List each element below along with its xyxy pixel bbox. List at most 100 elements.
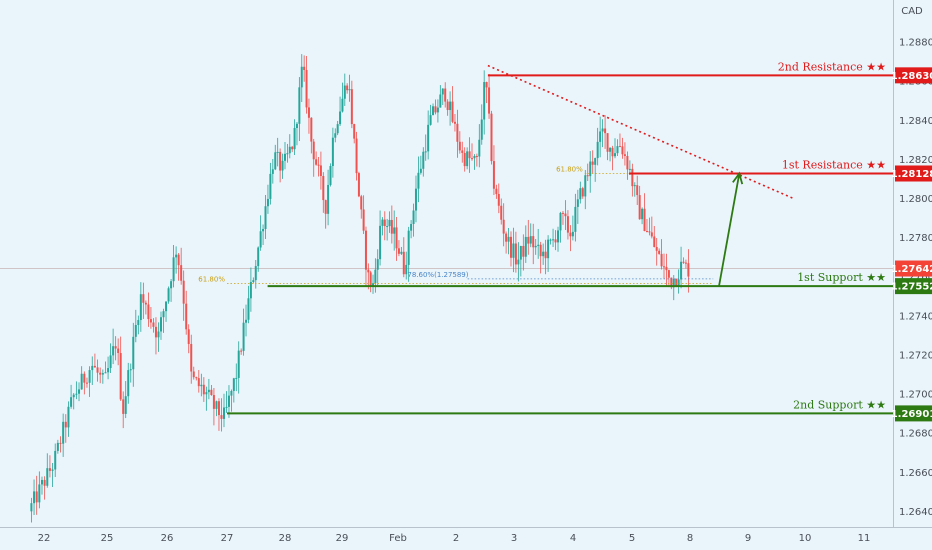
candle-body xyxy=(284,153,286,161)
candle-body xyxy=(276,151,279,153)
candle-body xyxy=(648,231,651,233)
candle-body xyxy=(64,421,67,428)
candle-body xyxy=(124,396,127,414)
candle-body xyxy=(495,188,498,194)
candle-body xyxy=(372,283,375,286)
candle-body xyxy=(112,346,115,356)
candle-body xyxy=(200,384,203,387)
time-tick-label: 11 xyxy=(858,533,871,544)
candle-body xyxy=(571,231,574,237)
candle-body xyxy=(549,239,552,241)
candle-body xyxy=(56,442,59,451)
candle-body xyxy=(310,117,313,142)
candle-body xyxy=(355,138,358,174)
candle-body xyxy=(245,319,248,323)
candle-body xyxy=(343,85,346,99)
fib-label: 61.80% xyxy=(556,165,583,173)
candle-body xyxy=(369,272,372,286)
candle-body xyxy=(119,353,122,400)
candle-body xyxy=(160,317,162,332)
candle-body xyxy=(675,278,678,287)
price-tick-label: 1.28000 xyxy=(899,194,932,205)
level-value-badge xyxy=(895,278,932,295)
arrow-head xyxy=(732,171,744,185)
candle-body xyxy=(38,484,41,503)
candle-body xyxy=(51,469,54,471)
candle-body xyxy=(80,373,83,390)
candle-body xyxy=(547,239,550,259)
time-tick-label: 8 xyxy=(687,533,693,544)
time-tick-label: 4 xyxy=(570,533,576,544)
candle-body xyxy=(237,350,240,378)
candle-body xyxy=(653,236,656,247)
candle-body xyxy=(353,124,356,139)
time-tick-label: 25 xyxy=(101,533,114,544)
level-value-badge xyxy=(895,165,932,182)
candle-body xyxy=(539,244,542,257)
candle-body xyxy=(72,394,75,398)
candle-body xyxy=(670,277,673,288)
candle-body xyxy=(85,382,88,384)
candle-body xyxy=(152,322,155,327)
candle-body xyxy=(129,369,132,371)
candle-body xyxy=(134,324,137,337)
candle-body xyxy=(334,133,337,138)
candle-body xyxy=(88,370,91,383)
candle-body xyxy=(114,346,117,349)
candle-body xyxy=(468,151,471,159)
candle-body xyxy=(655,246,658,251)
candle-body xyxy=(680,261,683,280)
candle-body xyxy=(104,372,107,374)
price-tick-label: 1.28400 xyxy=(899,116,932,127)
candle-body xyxy=(542,251,545,257)
candle-body xyxy=(67,406,70,428)
candle-body xyxy=(192,371,195,378)
candle-body xyxy=(478,139,481,157)
candle-body xyxy=(232,378,235,391)
candle-body xyxy=(609,147,612,152)
candle-body xyxy=(54,450,57,470)
candle-body xyxy=(157,331,160,338)
time-tick-label: 26 xyxy=(161,533,174,544)
candle-body xyxy=(383,219,386,227)
level-value-text: 1.26901 xyxy=(891,409,932,420)
candle-body xyxy=(279,151,282,171)
candle-body xyxy=(471,158,474,160)
candle-body xyxy=(638,195,641,220)
candle-body xyxy=(142,294,145,303)
price-tick-label: 1.28800 xyxy=(899,38,932,49)
candle-body xyxy=(623,154,626,156)
candle-body xyxy=(33,491,36,504)
candle-body xyxy=(62,421,65,444)
level-stars: ★★ xyxy=(863,60,886,73)
candle-body xyxy=(589,161,592,177)
candle-body xyxy=(626,155,629,170)
candle-body xyxy=(557,230,560,243)
currency-label: CAD xyxy=(901,6,923,17)
candle-body xyxy=(303,66,306,70)
candle-body xyxy=(312,141,315,160)
level-2nd-support: 2nd Support ★★ 1.26901 xyxy=(227,398,932,422)
projection-arrow xyxy=(718,171,744,287)
candle-body xyxy=(99,372,102,375)
candle-body xyxy=(295,123,298,129)
candle-body xyxy=(374,269,377,284)
candle-body xyxy=(554,239,557,243)
level-name: 1st Support xyxy=(797,271,863,284)
candle-body xyxy=(458,141,461,151)
candle-body xyxy=(300,66,303,88)
candle-body xyxy=(616,146,619,154)
time-tick-label: 27 xyxy=(221,533,234,544)
candle-body xyxy=(215,401,218,409)
candle-body xyxy=(195,377,198,379)
candle-body xyxy=(40,479,43,485)
candle-body xyxy=(122,399,125,414)
candle-body xyxy=(407,230,410,265)
candle-body xyxy=(322,176,325,201)
candle-body xyxy=(293,128,296,150)
time-tick-label: 29 xyxy=(336,533,349,544)
candle-body xyxy=(434,106,437,113)
candle-body xyxy=(412,210,415,224)
candle-body xyxy=(566,216,569,233)
candle-body xyxy=(210,389,213,396)
